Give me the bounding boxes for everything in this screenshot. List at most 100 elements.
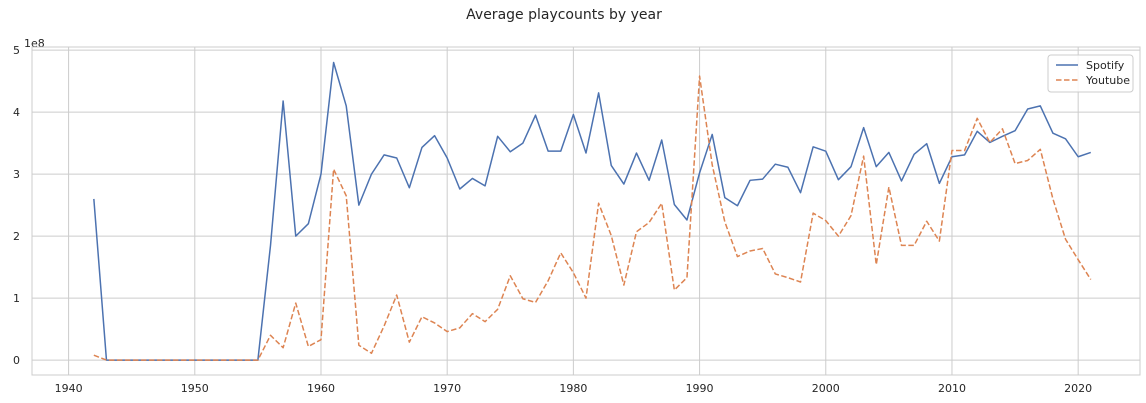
data-point-youtube	[977, 118, 978, 119]
y-offset-label: 1e8	[24, 37, 45, 50]
data-point-spotify	[636, 153, 637, 154]
data-point-spotify	[699, 172, 700, 173]
data-point-spotify	[396, 157, 397, 158]
data-point-spotify	[1015, 130, 1016, 131]
data-point-spotify	[863, 127, 864, 128]
data-point-youtube	[485, 321, 486, 322]
data-point-spotify	[813, 146, 814, 147]
data-point-youtube	[888, 187, 889, 188]
data-point-spotify	[1040, 105, 1041, 106]
data-point-youtube	[762, 248, 763, 249]
data-point-youtube	[989, 142, 990, 143]
data-point-spotify	[371, 174, 372, 175]
data-point-spotify	[434, 135, 435, 136]
data-point-spotify	[295, 236, 296, 237]
series-lines	[93, 61, 1092, 361]
data-point-youtube	[800, 281, 801, 282]
data-point-spotify	[712, 134, 713, 135]
data-point-youtube	[586, 298, 587, 299]
data-point-spotify	[926, 143, 927, 144]
data-point-spotify	[787, 167, 788, 168]
data-point-youtube	[674, 290, 675, 291]
data-point-spotify	[270, 245, 271, 246]
data-point-youtube	[106, 360, 107, 361]
x-tick-label: 2020	[1064, 382, 1092, 395]
data-point-youtube	[914, 245, 915, 246]
data-point-youtube	[737, 256, 738, 257]
data-point-youtube	[863, 156, 864, 157]
data-point-spotify	[838, 179, 839, 180]
data-point-youtube	[699, 76, 700, 77]
data-point-spotify	[800, 192, 801, 193]
data-point-spotify	[573, 114, 574, 115]
data-point-youtube	[964, 150, 965, 151]
data-point-spotify	[661, 140, 662, 141]
x-tick-label: 2010	[938, 382, 966, 395]
legend-label-youtube: Youtube	[1085, 74, 1130, 87]
x-tick-label: 1940	[55, 382, 83, 395]
data-point-youtube	[396, 295, 397, 296]
data-point-spotify	[686, 219, 687, 220]
y-tick-label: 2	[13, 230, 20, 243]
data-point-spotify	[535, 115, 536, 116]
data-point-youtube	[270, 335, 271, 336]
data-point-spotify	[358, 205, 359, 206]
data-point-youtube	[522, 298, 523, 299]
data-point-youtube	[951, 150, 952, 151]
data-point-youtube	[421, 316, 422, 317]
chart-title: Average playcounts by year	[466, 7, 662, 23]
data-point-youtube	[712, 164, 713, 165]
data-point-youtube	[459, 327, 460, 328]
data-point-youtube	[750, 250, 751, 251]
data-point-youtube	[295, 303, 296, 304]
x-tick-label: 2000	[812, 382, 840, 395]
data-point-spotify	[522, 143, 523, 144]
data-point-youtube	[1027, 160, 1028, 161]
data-point-spotify	[586, 153, 587, 154]
data-point-spotify	[762, 179, 763, 180]
data-point-youtube	[636, 231, 637, 232]
data-point-spotify	[750, 180, 751, 181]
data-point-youtube	[1015, 163, 1016, 164]
data-point-youtube	[535, 302, 536, 303]
data-point-youtube	[182, 360, 183, 361]
series-line-spotify	[93, 61, 1092, 361]
data-point-spotify	[775, 164, 776, 165]
data-point-youtube	[510, 275, 511, 276]
data-point-spotify	[977, 131, 978, 132]
data-point-youtube	[1040, 149, 1041, 150]
data-point-youtube	[472, 313, 473, 314]
data-point-youtube	[119, 360, 120, 361]
legend-label-spotify: Spotify	[1086, 59, 1125, 72]
data-point-spotify	[1090, 152, 1091, 153]
data-point-spotify	[93, 198, 94, 199]
data-point-youtube	[1002, 128, 1003, 129]
data-point-youtube	[838, 236, 839, 237]
data-point-youtube	[1052, 198, 1053, 199]
data-point-spotify	[901, 180, 902, 181]
data-point-spotify	[384, 154, 385, 155]
data-point-spotify	[851, 166, 852, 167]
data-point-spotify	[510, 151, 511, 152]
data-point-spotify	[459, 188, 460, 189]
data-point-spotify	[1027, 109, 1028, 110]
data-point-youtube	[787, 277, 788, 278]
data-point-youtube	[308, 346, 309, 347]
data-point-spotify	[1002, 136, 1003, 137]
y-tick-label: 3	[13, 168, 20, 181]
data-point-spotify	[649, 180, 650, 181]
x-tick-label: 1980	[559, 382, 587, 395]
data-point-youtube	[623, 285, 624, 286]
data-point-youtube	[724, 221, 725, 222]
y-tick-label: 1	[13, 292, 20, 305]
data-point-youtube	[144, 360, 145, 361]
data-point-youtube	[447, 331, 448, 332]
data-point-youtube	[131, 360, 132, 361]
data-point-youtube	[661, 203, 662, 204]
x-tick-label: 1950	[181, 382, 209, 395]
data-point-youtube	[320, 339, 321, 340]
data-point-youtube	[1078, 259, 1079, 260]
data-point-youtube	[93, 355, 94, 356]
y-tick-label: 4	[13, 106, 20, 119]
data-point-spotify	[1078, 156, 1079, 157]
